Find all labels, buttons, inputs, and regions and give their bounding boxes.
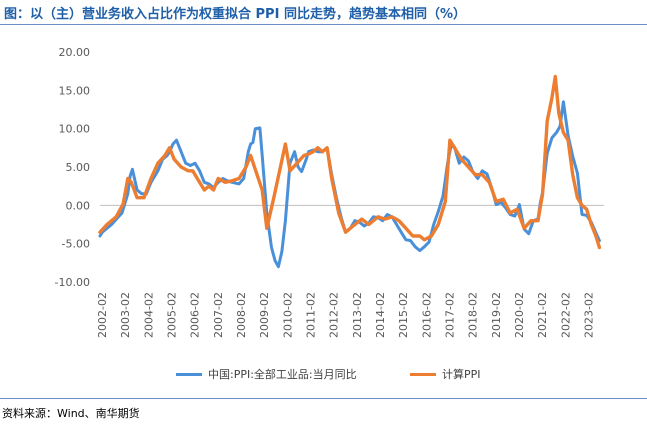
- x-tick-label: 2021-02: [536, 292, 549, 338]
- x-tick-label: 2008-02: [235, 292, 248, 338]
- x-tick-label: 2007-02: [212, 292, 225, 338]
- x-tick-label: 2006-02: [189, 292, 202, 338]
- y-tick-label: -5.00: [62, 238, 90, 251]
- y-tick-label: -10.00: [55, 276, 90, 289]
- series-layer: [98, 74, 602, 269]
- x-tick-label: 2020-02: [513, 292, 526, 338]
- series-line-ppi-calculated: [98, 74, 602, 250]
- legend-label: 中国:PPI:全部工业品:当月同比: [208, 368, 357, 381]
- x-tick-label: 2003-02: [119, 292, 132, 338]
- x-tick-label: 2002-02: [96, 292, 109, 338]
- legend-label: 计算PPI: [442, 368, 481, 381]
- y-tick-label: 5.00: [66, 161, 91, 174]
- y-tick-label: 0.00: [66, 199, 91, 212]
- x-tick-label: 2023-02: [583, 292, 596, 338]
- legend-item-ppi-official: 中国:PPI:全部工业品:当月同比: [176, 366, 357, 382]
- x-axis: 2002-02 2003-02 2004-02 2005-02 2006-02 2007-…: [96, 204, 604, 338]
- x-tick-label: 2019-02: [490, 292, 503, 338]
- x-tick-label: 2005-02: [165, 292, 178, 338]
- footer-divider: [0, 398, 647, 399]
- source-note: 资料来源：Wind、南华期货: [2, 407, 140, 420]
- x-tick-label: 2011-02: [304, 292, 317, 338]
- x-tick-label: 2004-02: [142, 292, 155, 338]
- x-tick-label: 2009-02: [258, 292, 271, 338]
- y-tick-label: 10.00: [59, 123, 91, 136]
- y-tick-label: 20.00: [59, 46, 91, 59]
- legend-swatch-orange: [410, 372, 436, 376]
- legend-swatch-blue: [176, 372, 202, 376]
- title-divider: [0, 24, 647, 25]
- x-tick-label: 2013-02: [351, 292, 364, 338]
- y-axis: 20.00 15.00 10.00 5.00 0.00 -5.00 -10.00: [55, 46, 90, 289]
- x-tick-label: 2017-02: [444, 292, 457, 338]
- legend: 中国:PPI:全部工业品:当月同比 计算PPI: [0, 366, 647, 386]
- x-tick-label: 2018-02: [467, 292, 480, 338]
- x-tick-label: 2015-02: [397, 292, 410, 338]
- legend-item-ppi-calculated: 计算PPI: [410, 366, 481, 382]
- x-tick-label: 2014-02: [374, 292, 387, 338]
- x-tick-label: 2016-02: [420, 292, 433, 338]
- x-tick-label: 2012-02: [328, 292, 341, 338]
- y-tick-label: 15.00: [59, 84, 91, 97]
- x-tick-label: 2022-02: [559, 292, 572, 338]
- chart-title: 图：以（主）营业务收入占比作为权重拟合 PPI 同比走势，趋势基本相同（%）: [4, 7, 466, 22]
- x-tick-label: 2010-02: [281, 292, 294, 338]
- series-line-ppi-official: [98, 100, 601, 269]
